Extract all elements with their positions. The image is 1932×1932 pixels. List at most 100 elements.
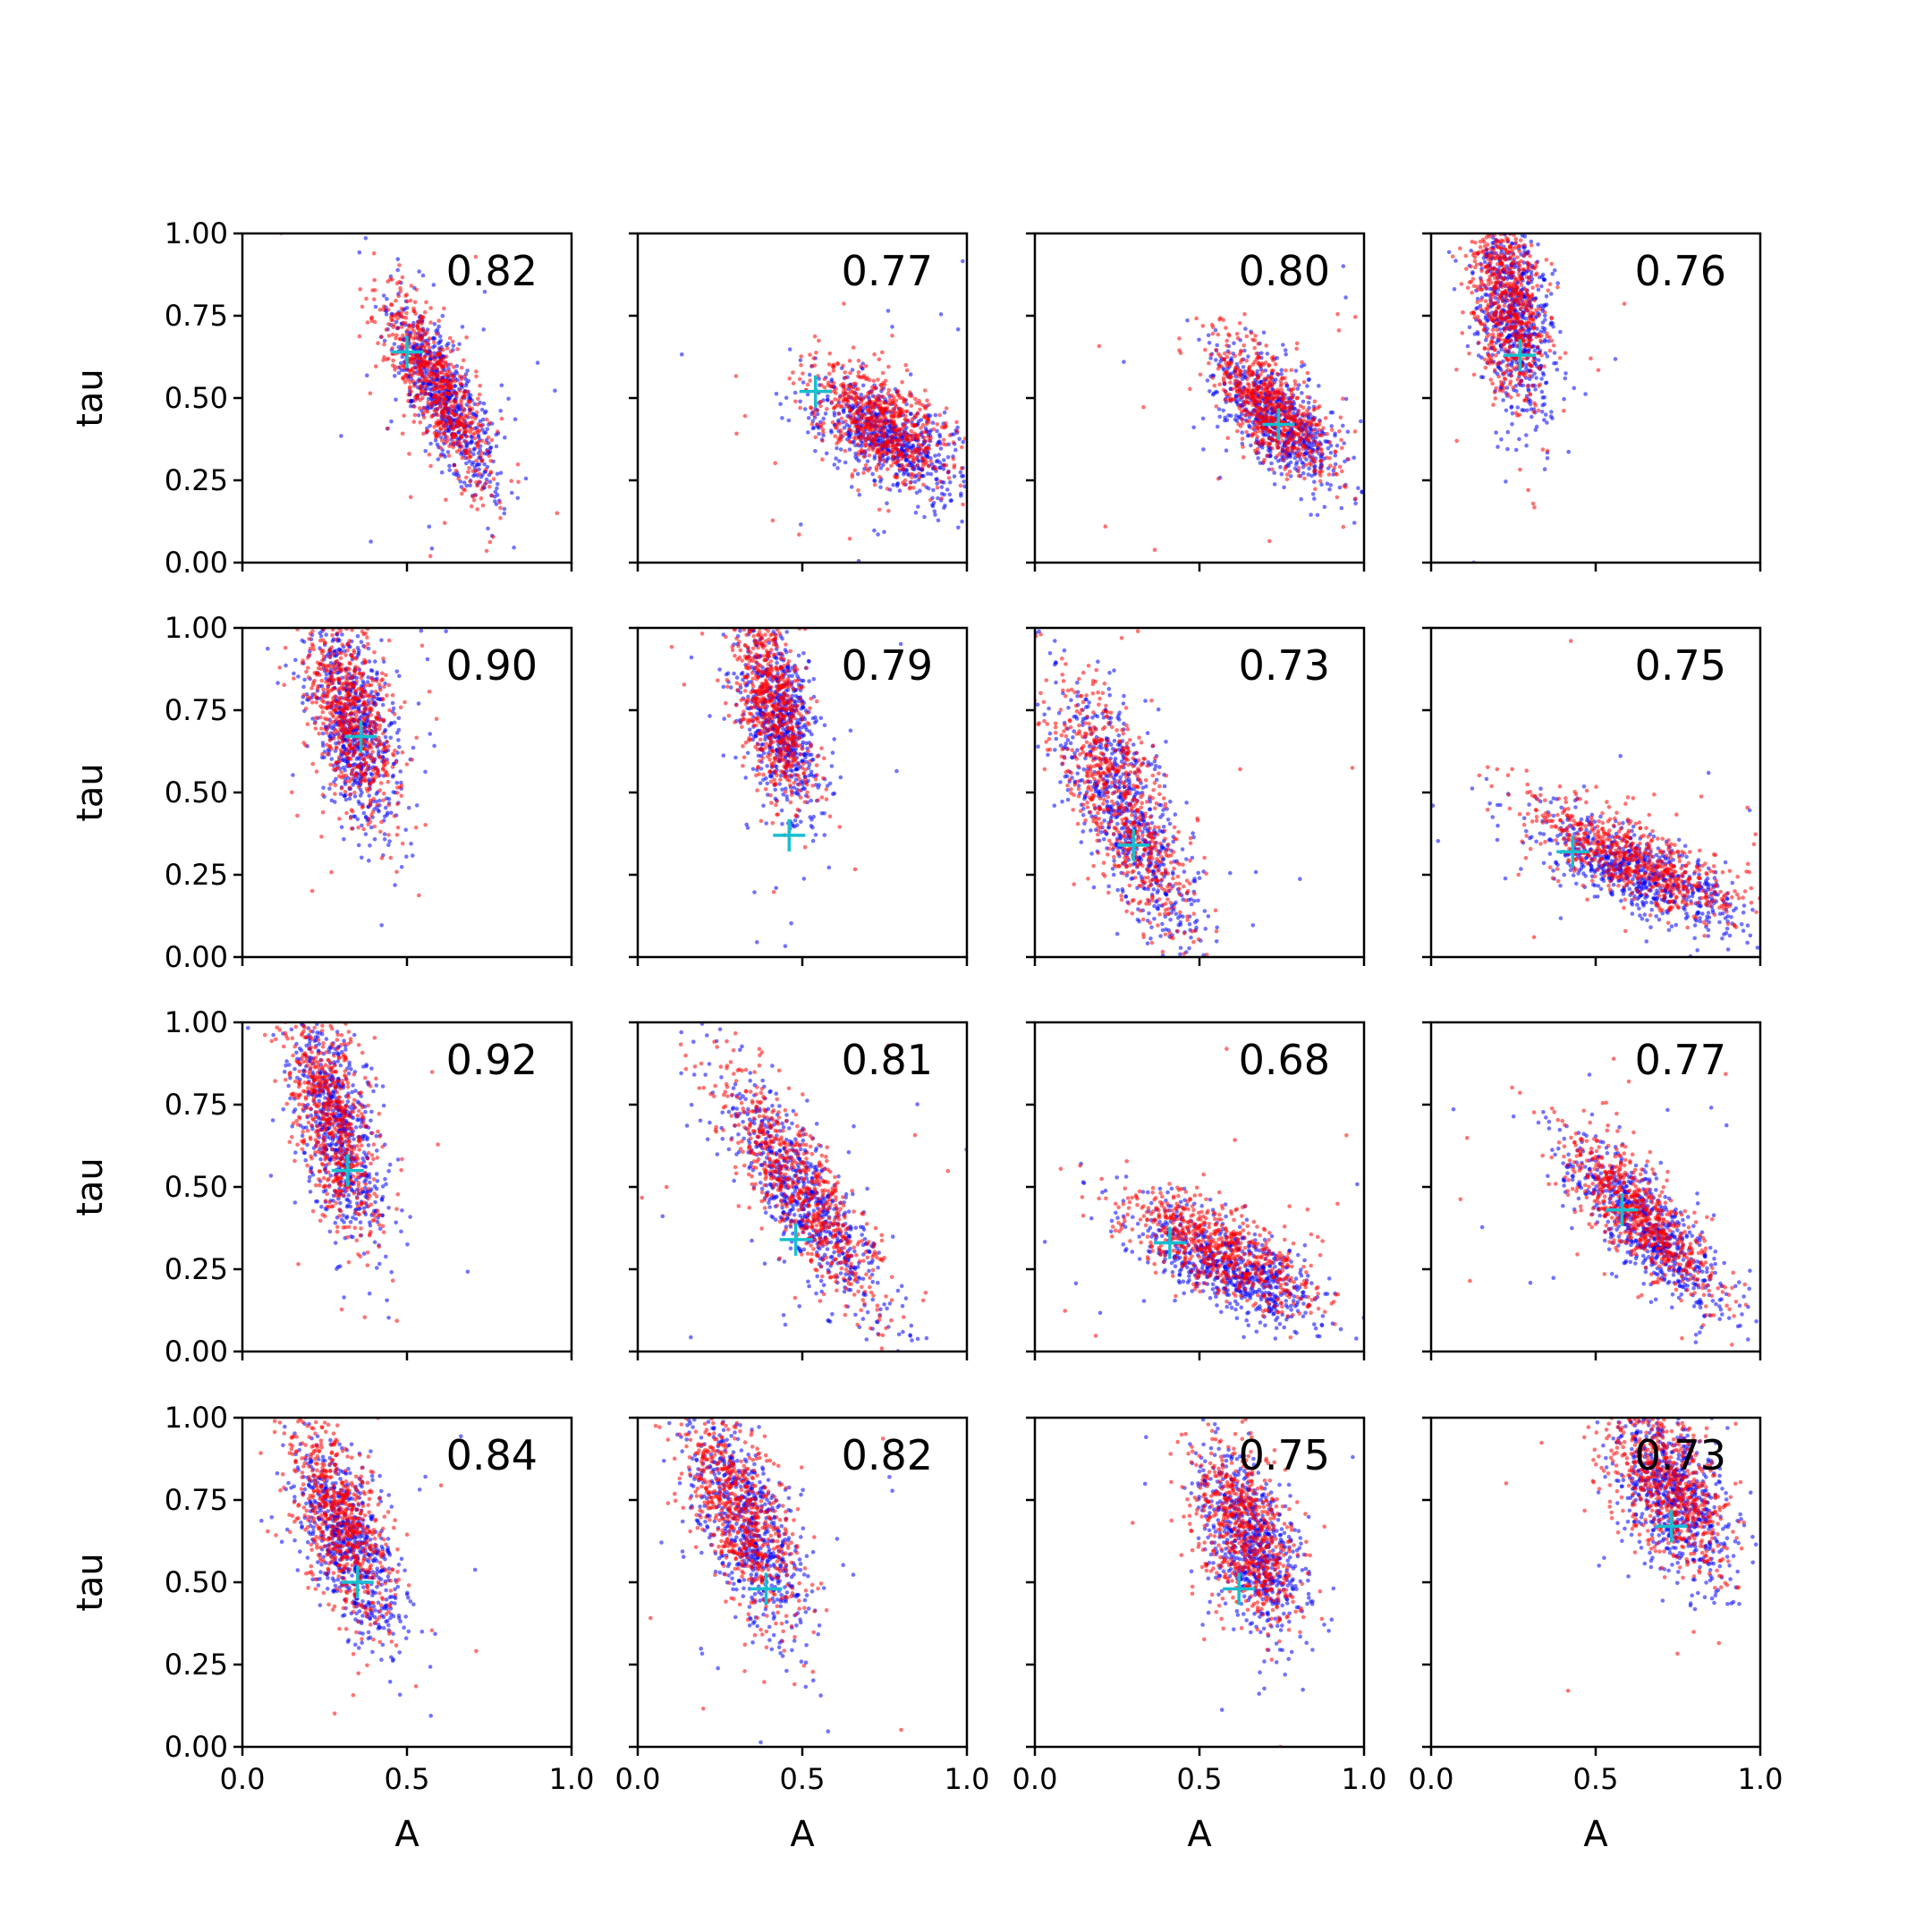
scatter-point-blue: [385, 296, 389, 301]
scatter-point-blue: [881, 462, 886, 468]
scatter-point-blue: [470, 438, 474, 444]
scatter-point-blue: [857, 492, 862, 497]
scatter-point-red: [855, 395, 860, 401]
scatter-point-blue: [1313, 463, 1318, 469]
scatter-point-red: [1217, 382, 1222, 387]
scatter-point-red: [461, 394, 466, 400]
scatter-point-red: [421, 377, 427, 383]
scatter-point-blue: [938, 446, 944, 451]
scatter-point-red: [406, 393, 411, 397]
scatter-point-blue: [837, 459, 842, 463]
scatter-point-red: [1513, 245, 1518, 250]
scatter-point-blue: [436, 341, 441, 346]
scatter-point-red: [880, 370, 886, 376]
scatter-point-red: [1515, 255, 1520, 260]
scatter-point-red: [1253, 399, 1258, 404]
scatter-point-red: [509, 479, 513, 483]
scatter-point-red: [1244, 419, 1250, 424]
scatter-point-red: [894, 429, 899, 434]
scatter-point-red: [853, 381, 858, 386]
scatter-point-blue: [1224, 418, 1230, 423]
scatter-point-red: [1296, 426, 1301, 431]
scatter-point-blue: [479, 474, 484, 479]
scatter-point-blue: [1343, 295, 1348, 300]
scatter-point-red: [425, 428, 430, 434]
scatter-point-blue: [427, 524, 432, 530]
scatter-point-red: [424, 300, 428, 305]
scatter-point-red: [1267, 415, 1271, 420]
scatter-point-red: [1294, 341, 1300, 346]
scatter-point-red: [1177, 348, 1182, 353]
scatter-point-red: [856, 453, 860, 457]
scatter-point-red: [1450, 254, 1455, 259]
scatter-point-red: [882, 441, 887, 446]
scatter-point-blue: [496, 481, 500, 487]
scatter-point-red: [484, 467, 488, 472]
scatter-point-red: [428, 554, 433, 558]
scatter-point-blue: [1510, 421, 1514, 427]
scatter-point-blue: [1300, 391, 1304, 395]
scatter-point-blue: [400, 354, 405, 360]
scatter-point-red: [463, 439, 469, 444]
scatter-point-blue: [937, 434, 943, 439]
scatter-point-red: [460, 455, 465, 461]
scatter-point-red: [413, 365, 419, 370]
scatter-point-red: [465, 389, 470, 394]
scatter-point-blue: [931, 487, 936, 493]
scatter-point-blue: [805, 392, 810, 397]
scatter-point-blue: [1200, 416, 1206, 421]
scatter-point-blue: [902, 472, 906, 477]
scatter-point-red: [405, 377, 411, 382]
scatter-point-red: [1301, 454, 1307, 459]
scatter-point-red: [832, 389, 836, 394]
scatter-point-red: [1522, 242, 1527, 248]
scatter-point-red: [855, 442, 860, 447]
scatter-point-red: [1261, 460, 1266, 464]
scatter-point-red: [1271, 369, 1275, 373]
scatter-points: [680, 258, 967, 563]
scatter-point-red: [462, 413, 468, 419]
scatter-point-red: [900, 379, 904, 385]
scatter-point-red: [836, 436, 841, 442]
scatter-point-red: [479, 438, 485, 444]
scatter-point-blue: [481, 401, 487, 406]
scatter-point-red: [935, 443, 939, 448]
scatter-point-red: [1341, 524, 1346, 530]
scatter-point-red: [1247, 401, 1251, 406]
scatter-point-red: [1270, 390, 1275, 395]
scatter-point-red: [1270, 467, 1275, 472]
scatter-point-blue: [935, 428, 939, 434]
scatter-point-red: [894, 475, 900, 479]
scatter-point-blue: [870, 471, 875, 477]
scatter-point-blue: [493, 499, 497, 504]
scatter-point-red: [905, 434, 911, 439]
scatter-point-red: [412, 398, 418, 403]
scatter-point-red: [858, 406, 862, 411]
scatter-point-red: [919, 467, 925, 471]
scatter-point-red: [386, 322, 391, 326]
scatter-point-red: [1281, 392, 1285, 397]
scatter-point-red: [423, 363, 428, 368]
scatter-point-red: [915, 463, 919, 468]
scatter-point-blue: [960, 474, 964, 479]
scatter-point-blue: [1494, 296, 1498, 301]
scatter-point-red: [1224, 360, 1228, 365]
y-tick-label: 1.00: [165, 216, 228, 250]
scatter-point-blue: [495, 486, 499, 491]
scatter-point-red: [428, 354, 433, 359]
scatter-point-red: [1340, 445, 1344, 451]
scatter-point-red: [904, 368, 910, 373]
scatter-point-red: [471, 497, 477, 503]
scatter-point-blue: [365, 373, 369, 378]
scatter-point-red: [459, 403, 464, 408]
scatter-point-red: [1290, 449, 1295, 454]
scatter-point-red: [467, 466, 471, 470]
scatter-point-red: [1538, 307, 1543, 311]
scatter-point-red: [863, 364, 869, 369]
scatter-point-blue: [1246, 354, 1250, 359]
scatter-point-red: [1241, 445, 1245, 449]
scatter-point-red: [910, 417, 914, 422]
scatter-point-red: [1310, 428, 1316, 433]
scatter-point-red: [870, 447, 876, 453]
scatter-point-red: [895, 442, 900, 447]
